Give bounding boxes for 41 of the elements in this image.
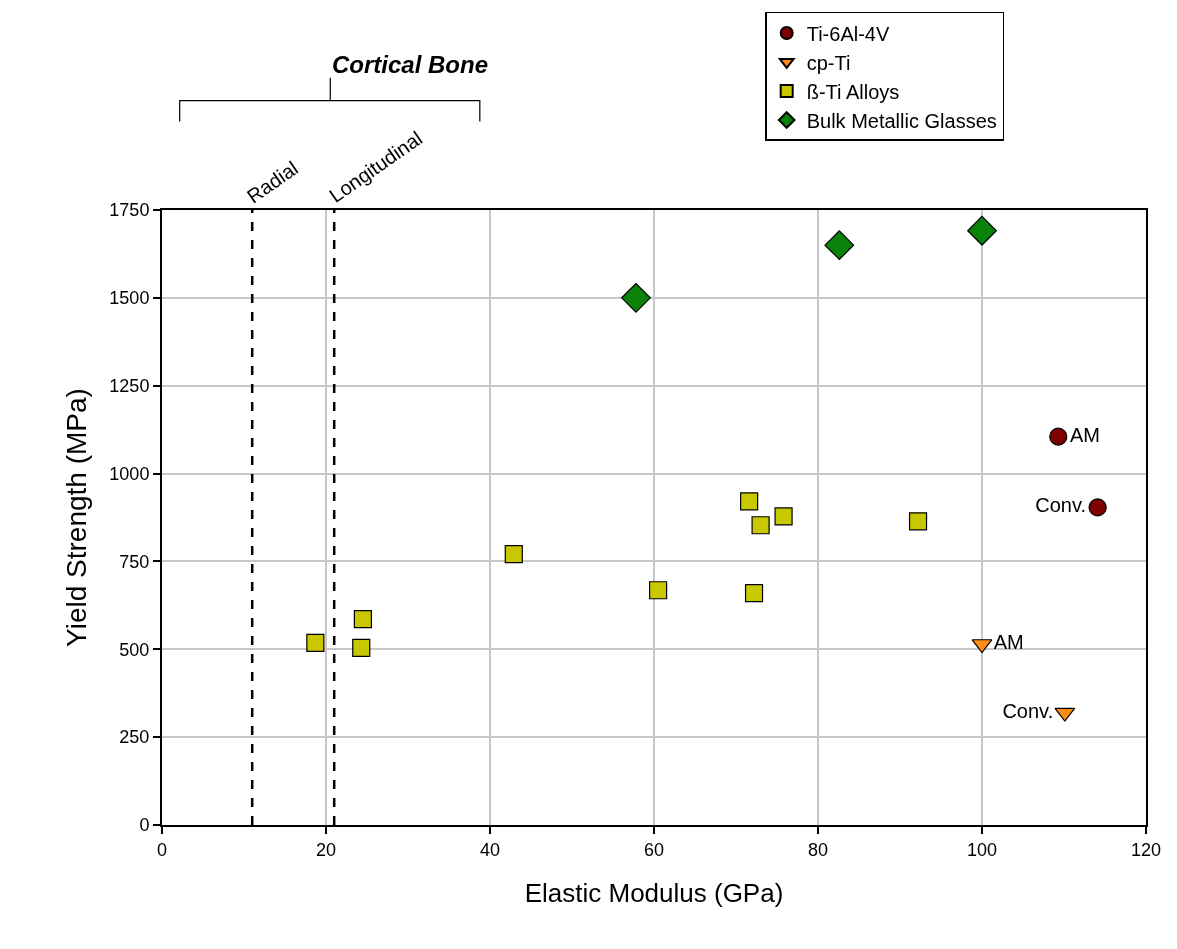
x-tick-label: 100 bbox=[966, 839, 998, 860]
point bbox=[774, 507, 793, 526]
legend-label: Bulk Metallic Glasses bbox=[806, 109, 997, 132]
x-tick-label: 20 bbox=[315, 839, 337, 860]
text: Cortical Bone bbox=[332, 51, 489, 78]
point bbox=[740, 492, 759, 511]
point bbox=[908, 512, 928, 531]
data-label: Conv. bbox=[1002, 699, 1054, 722]
point bbox=[352, 638, 371, 657]
x-tick-label: 0 bbox=[156, 839, 168, 860]
y-tick-label: 0 bbox=[139, 815, 150, 836]
x-tick-label: 40 bbox=[479, 839, 501, 860]
data-label: Conv. bbox=[1035, 494, 1086, 517]
x-tick-label: 60 bbox=[643, 839, 665, 860]
point bbox=[306, 633, 325, 653]
point bbox=[1088, 498, 1107, 517]
y-tick-label: 1750 bbox=[109, 200, 150, 221]
x-tick-label: 120 bbox=[1130, 839, 1162, 860]
legend-label: cp-Ti bbox=[806, 51, 851, 74]
point bbox=[621, 282, 651, 313]
point bbox=[353, 609, 372, 629]
legend-label: ß-Ti Alloys bbox=[806, 80, 900, 103]
point bbox=[649, 581, 668, 600]
y-tick-label: 750 bbox=[119, 551, 150, 572]
legend-label: Ti-6Al-4V bbox=[806, 22, 890, 45]
point bbox=[751, 516, 770, 535]
x-axis-title: Elastic Modulus (GPa) bbox=[524, 877, 784, 908]
data-label: AM bbox=[993, 631, 1024, 654]
y-tick-label: 1500 bbox=[109, 288, 150, 309]
point bbox=[504, 544, 523, 564]
point bbox=[824, 230, 855, 261]
point bbox=[967, 215, 997, 246]
y-tick-label: 1250 bbox=[109, 376, 150, 397]
data-label: AM bbox=[1069, 423, 1100, 446]
y-axis-title: Yield Strength (MPa) bbox=[60, 388, 92, 647]
y-tick-label: 250 bbox=[119, 727, 150, 748]
point bbox=[1049, 427, 1068, 446]
point bbox=[744, 583, 764, 603]
y-tick-label: 1000 bbox=[109, 463, 150, 484]
x-tick-label: 80 bbox=[807, 839, 829, 860]
y-tick-label: 500 bbox=[119, 639, 150, 660]
